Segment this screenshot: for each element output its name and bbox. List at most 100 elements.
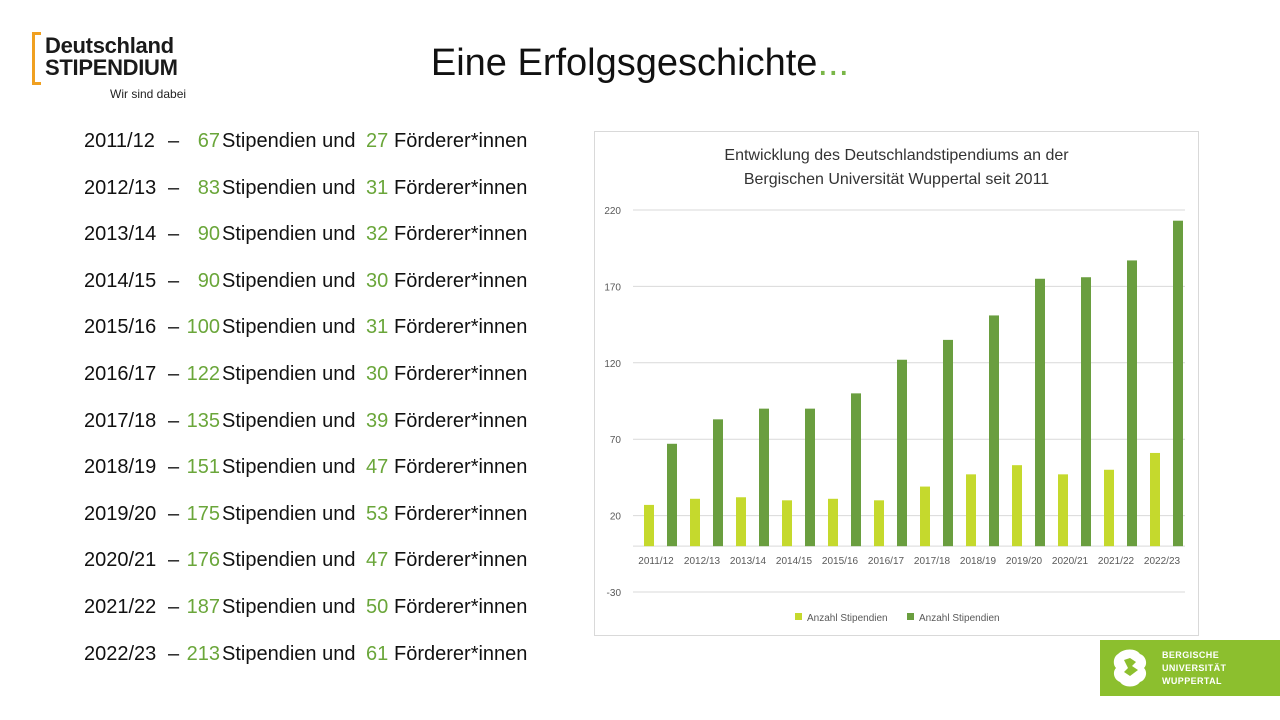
list-stipendien-label: Stipendien und	[222, 316, 356, 339]
x-tick-label: 2019/20	[1006, 556, 1043, 567]
chart-title-line1: Entwicklung des Deutschlandstipendiums a…	[724, 147, 1069, 164]
list-foerderer-label: Förderer*innen	[394, 269, 528, 292]
list-year: 2017/18	[84, 409, 157, 432]
university-line1: BERGISCHE	[1162, 650, 1220, 660]
y-tick-label: 120	[604, 359, 621, 370]
y-tick-label: -30	[607, 588, 622, 599]
bar-foerderer	[644, 504, 654, 547]
legend-swatch	[795, 613, 802, 620]
x-tick-label: 2015/16	[822, 556, 859, 567]
list-foerderer-count: 31	[366, 176, 389, 199]
bar-stipendien	[1127, 260, 1137, 547]
bar-foerderer	[736, 497, 746, 547]
list-foerderer-count: 27	[366, 130, 389, 152]
list-dash: –	[168, 223, 180, 246]
list-foerderer-count: 30	[366, 269, 389, 292]
list-year: 2019/20	[84, 502, 157, 525]
logo-line2: STIPENDIUM	[45, 55, 178, 80]
bar-foerderer	[966, 474, 976, 547]
bar-stipendien	[989, 315, 999, 547]
list-foerderer-label: Förderer*innen	[394, 595, 528, 618]
bar-chart: -30 20 70 120 170 220 2011/12 2012/13 2013/14 201…	[604, 206, 1185, 624]
university-line3: WUPPERTAL	[1162, 676, 1222, 686]
x-tick-label: 2012/13	[684, 556, 721, 567]
logo-line1: Deutschland	[45, 33, 174, 58]
list-foerderer-count: 47	[366, 456, 389, 479]
list-year: 2018/19	[84, 456, 157, 479]
list-stipendien-count: 187	[186, 595, 220, 618]
list-stipendien-count: 83	[197, 176, 220, 199]
bar-foerderer	[828, 498, 838, 547]
bar-foerderer	[782, 500, 792, 547]
bar-foerderer	[1012, 465, 1022, 547]
title-main: Eine Erfolgsgeschichte	[430, 42, 818, 84]
list-foerderer-label: Förderer*innen	[394, 502, 528, 525]
bar-stipendien	[897, 359, 907, 547]
bar-stipendien	[667, 443, 677, 547]
list-foerderer-count: 50	[366, 595, 389, 618]
list-dash: –	[168, 549, 180, 572]
chart-title-line2: Bergischen Universität Wuppertal seit 20…	[743, 171, 1050, 188]
list-dash: –	[168, 409, 180, 432]
logo-tagline: Wir sind dabei	[110, 87, 187, 101]
y-tick-label: 20	[610, 512, 622, 523]
list-dash: –	[168, 269, 180, 292]
list-foerderer-count: 47	[366, 549, 389, 572]
list-stipendien-label: Stipendien und	[222, 549, 356, 572]
list-foerderer-label: Förderer*innen	[394, 456, 528, 479]
list-stipendien-label: Stipendien und	[222, 130, 356, 152]
bar-foerderer	[690, 498, 700, 547]
list-stipendien-count: 90	[197, 269, 220, 292]
bar-stipendien	[759, 408, 769, 547]
x-tick-label: 2013/14	[730, 556, 767, 567]
list-dash: –	[168, 130, 180, 152]
chart-title: Entwicklung des Deutschlandstipendiums a…	[595, 144, 1198, 192]
y-tick-label: 170	[604, 282, 621, 293]
list-stipendien-count: 213	[186, 642, 220, 665]
list-dash: –	[168, 595, 180, 618]
logo-bracket	[32, 32, 41, 85]
list-dash: –	[168, 456, 180, 479]
list-foerderer-label: Förderer*innen	[394, 130, 528, 152]
list-year: 2013/14	[84, 223, 157, 246]
x-tick-label: 2014/15	[776, 556, 813, 567]
list-stipendien-label: Stipendien und	[222, 409, 356, 432]
bar-foerderer	[920, 486, 930, 547]
list-stipendien-label: Stipendien und	[222, 595, 356, 618]
university-logo: BERGISCHE UNIVERSITÄT WUPPERTAL	[1100, 640, 1280, 696]
list-stipendien-count: 175	[186, 502, 220, 525]
bar-stipendien	[805, 408, 815, 547]
list-foerderer-label: Förderer*innen	[394, 223, 528, 246]
legend-swatch	[907, 613, 914, 620]
bar-stipendien	[1173, 220, 1183, 547]
list-year: 2014/15	[84, 269, 157, 292]
list-foerderer-count: 32	[366, 223, 389, 246]
list-stipendien-label: Stipendien und	[222, 502, 356, 525]
list-foerderer-count: 61	[366, 642, 389, 665]
list-year: 2020/21	[84, 549, 157, 572]
list-stipendien-label: Stipendien und	[222, 642, 356, 665]
y-tick-label: 220	[604, 206, 621, 217]
list-foerderer-label: Förderer*innen	[394, 316, 528, 339]
list-foerderer-label: Förderer*innen	[394, 362, 528, 385]
title-ellipsis: ...	[817, 42, 850, 84]
list-dash: –	[168, 502, 180, 525]
x-tick-label: 2018/19	[960, 556, 997, 567]
list-dash: –	[168, 362, 180, 385]
list-year: 2015/16	[84, 316, 157, 339]
y-tick-label: 70	[610, 435, 622, 446]
list-year: 2012/13	[84, 176, 157, 199]
list-stipendien-label: Stipendien und	[222, 176, 356, 199]
list-stipendien-count: 100	[186, 316, 220, 339]
deutschlandstipendium-logo: Deutschland STIPENDIUM Wir sind dabei	[32, 32, 202, 104]
list-foerderer-label: Förderer*innen	[394, 176, 528, 199]
list-foerderer-count: 30	[366, 362, 389, 385]
x-tick-label: 2017/18	[914, 556, 951, 567]
list-year: 2022/23	[84, 642, 157, 665]
list-stipendien-count: 151	[186, 456, 220, 479]
list-stipendien-label: Stipendien und	[222, 223, 356, 246]
list-stipendien-count: 90	[197, 223, 220, 246]
bar-stipendien	[1035, 278, 1045, 547]
list-foerderer-count: 31	[366, 316, 389, 339]
bar-foerderer	[1150, 452, 1160, 547]
